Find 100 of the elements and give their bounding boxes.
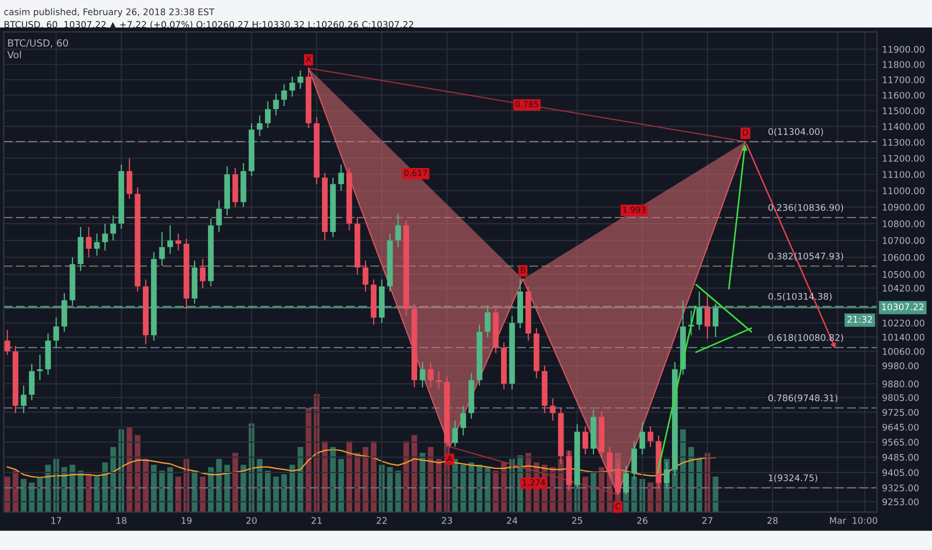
x-tick-label: 18 xyxy=(116,517,126,524)
ref-line-label: 0.786(9748.31) xyxy=(768,394,838,402)
y-tick-label: 11200.00 xyxy=(882,154,924,162)
candlestick xyxy=(550,398,556,422)
x-tick-label: 25 xyxy=(572,517,582,524)
bar xyxy=(306,408,312,512)
y-tick-label: 10420.00 xyxy=(882,284,924,292)
y-tick-label: 10700.00 xyxy=(882,237,924,244)
ref-line-label: 0(11304.00) xyxy=(768,128,823,136)
bar xyxy=(648,482,654,512)
candlestick xyxy=(639,422,646,455)
annotation: 0.785 xyxy=(516,101,538,108)
bar xyxy=(70,464,76,512)
candlestick xyxy=(696,290,702,331)
candlestick xyxy=(126,158,132,200)
annotation: 21:32 xyxy=(847,316,872,323)
y-tick-label: 11500.00 xyxy=(882,107,924,114)
bar xyxy=(240,464,246,512)
bar xyxy=(680,429,686,512)
y-tick-label: 9325.00 xyxy=(882,484,919,492)
ref-line-label: 1(9324.75) xyxy=(768,474,818,482)
x-tick-label: Mar xyxy=(830,517,846,524)
bar xyxy=(420,452,426,512)
bar xyxy=(387,467,393,512)
bar xyxy=(362,447,368,512)
y-tick-label: 11100.00 xyxy=(882,171,924,178)
y-tick-label: 9253.00 xyxy=(882,498,919,506)
bar xyxy=(102,462,108,512)
candlestick xyxy=(298,70,304,90)
x-tick-label: 19 xyxy=(182,517,192,524)
y-tick-label: 11700.00 xyxy=(882,76,924,84)
candlestick xyxy=(281,84,287,107)
candlestick xyxy=(273,93,279,116)
bar xyxy=(330,447,336,512)
y-tick-label: 10600.00 xyxy=(882,254,924,261)
bar xyxy=(45,464,51,512)
candlestick xyxy=(20,385,26,414)
candlestick xyxy=(28,363,35,401)
candlestick xyxy=(704,292,710,340)
candlestick xyxy=(712,303,718,338)
candlestick xyxy=(159,231,165,266)
bar xyxy=(712,476,718,512)
annotation: 0.617 xyxy=(404,170,427,176)
annotation: B xyxy=(520,267,526,274)
annotation: 1.274 xyxy=(522,479,546,486)
candlestick xyxy=(200,258,206,289)
bar xyxy=(37,476,43,512)
bar xyxy=(216,458,222,512)
bar xyxy=(12,470,18,512)
y-tick-label: 10140.00 xyxy=(882,334,924,341)
y-tick-label: 10900.00 xyxy=(882,204,924,211)
y-tick-label: 10220.00 xyxy=(882,320,924,326)
y-tick-label: 11900.00 xyxy=(882,46,924,53)
candlestick xyxy=(395,213,401,248)
candlestick xyxy=(53,317,60,348)
text: casim published, February 26, 2018 23:38 EST xyxy=(4,8,215,17)
x-tick-label: 26 xyxy=(637,517,648,524)
text: BTC/USD, 60 xyxy=(8,39,68,48)
candlestick xyxy=(110,214,116,241)
x-tick-label: 17 xyxy=(51,517,62,524)
candlestick xyxy=(86,226,92,258)
bar xyxy=(501,462,507,512)
y-tick-label: 11000.00 xyxy=(882,187,924,194)
candlestick xyxy=(264,100,271,129)
bar xyxy=(395,470,401,512)
annotation: A xyxy=(446,456,452,462)
bar xyxy=(273,476,279,512)
candlestick xyxy=(289,76,296,98)
y-tick-label: 9880.00 xyxy=(882,380,919,388)
candlestick xyxy=(102,223,108,252)
bar xyxy=(590,473,596,512)
x-tick-label: 10:00 xyxy=(852,517,878,524)
y-tick-label: 11300.00 xyxy=(882,138,924,146)
candlestick xyxy=(420,362,426,388)
candlestick xyxy=(452,420,458,448)
bar xyxy=(159,470,165,512)
candlestick xyxy=(582,426,588,455)
candlestick xyxy=(338,164,344,192)
x-tick-label: 24 xyxy=(506,517,518,524)
bar xyxy=(598,467,604,512)
ref-line-label: 10307.22 xyxy=(882,303,924,310)
candlestick xyxy=(216,200,222,233)
y-tick-label: 10500.00 xyxy=(882,271,924,278)
chart-title: Vol xyxy=(7,50,21,58)
y-tick-label: 9980.00 xyxy=(882,362,919,370)
x-tick-label: 20 xyxy=(246,517,257,524)
y-tick-label: 9725.00 xyxy=(882,408,919,416)
annotation: 1.993 xyxy=(623,206,646,213)
annotation: C xyxy=(615,503,620,510)
bar xyxy=(134,435,140,512)
text: BTCUSD, 60 10307.22 ▲ +7.22 (+0.07%) O:10260.27 H:10330.32 L:10260.26 C:10307.22 xyxy=(4,20,414,29)
annotation: X xyxy=(306,56,312,62)
bar xyxy=(452,458,458,512)
y-tick-label: 11400.00 xyxy=(882,123,924,130)
bar xyxy=(192,470,198,512)
x-tick-label: 27 xyxy=(702,517,712,524)
bar xyxy=(476,464,482,512)
candlestick xyxy=(428,362,434,388)
candlestick xyxy=(460,405,466,436)
candlestick xyxy=(484,304,490,338)
